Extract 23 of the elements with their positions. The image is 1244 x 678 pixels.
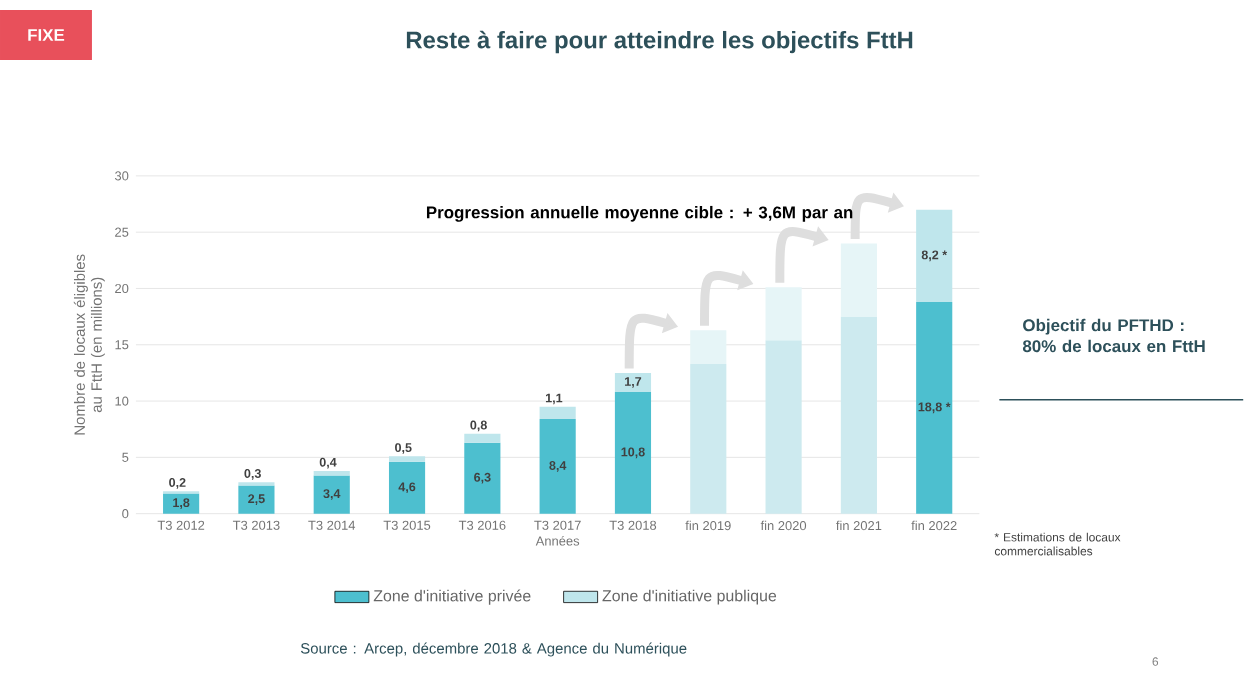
- bar: [614, 373, 652, 393]
- bar: [163, 493, 200, 514]
- bar: [840, 243, 877, 317]
- bar: [690, 364, 727, 514]
- bar: [916, 209, 953, 303]
- text: FIXE: [28, 29, 65, 42]
- text: Objectif du PFTHD : 80% de locaux en FttH: [1022, 319, 1205, 353]
- bar: [313, 475, 350, 514]
- bar: [464, 433, 501, 443]
- bar: [765, 340, 802, 514]
- bar: [916, 302, 953, 514]
- bar: [464, 442, 501, 514]
- bar: [388, 456, 426, 463]
- bar: [614, 392, 652, 514]
- bar: [539, 406, 576, 420]
- bar: [840, 316, 877, 514]
- bar: [238, 485, 275, 514]
- bar: [388, 462, 426, 514]
- bar: [539, 419, 576, 514]
- annotation: Progression annuelle moyenne cible : + 3,6M par an: [426, 206, 853, 223]
- chart-title: Reste à faire pour atteindre les objectifs FttH: [406, 30, 913, 54]
- bar: [765, 287, 802, 341]
- bar: [690, 330, 727, 365]
